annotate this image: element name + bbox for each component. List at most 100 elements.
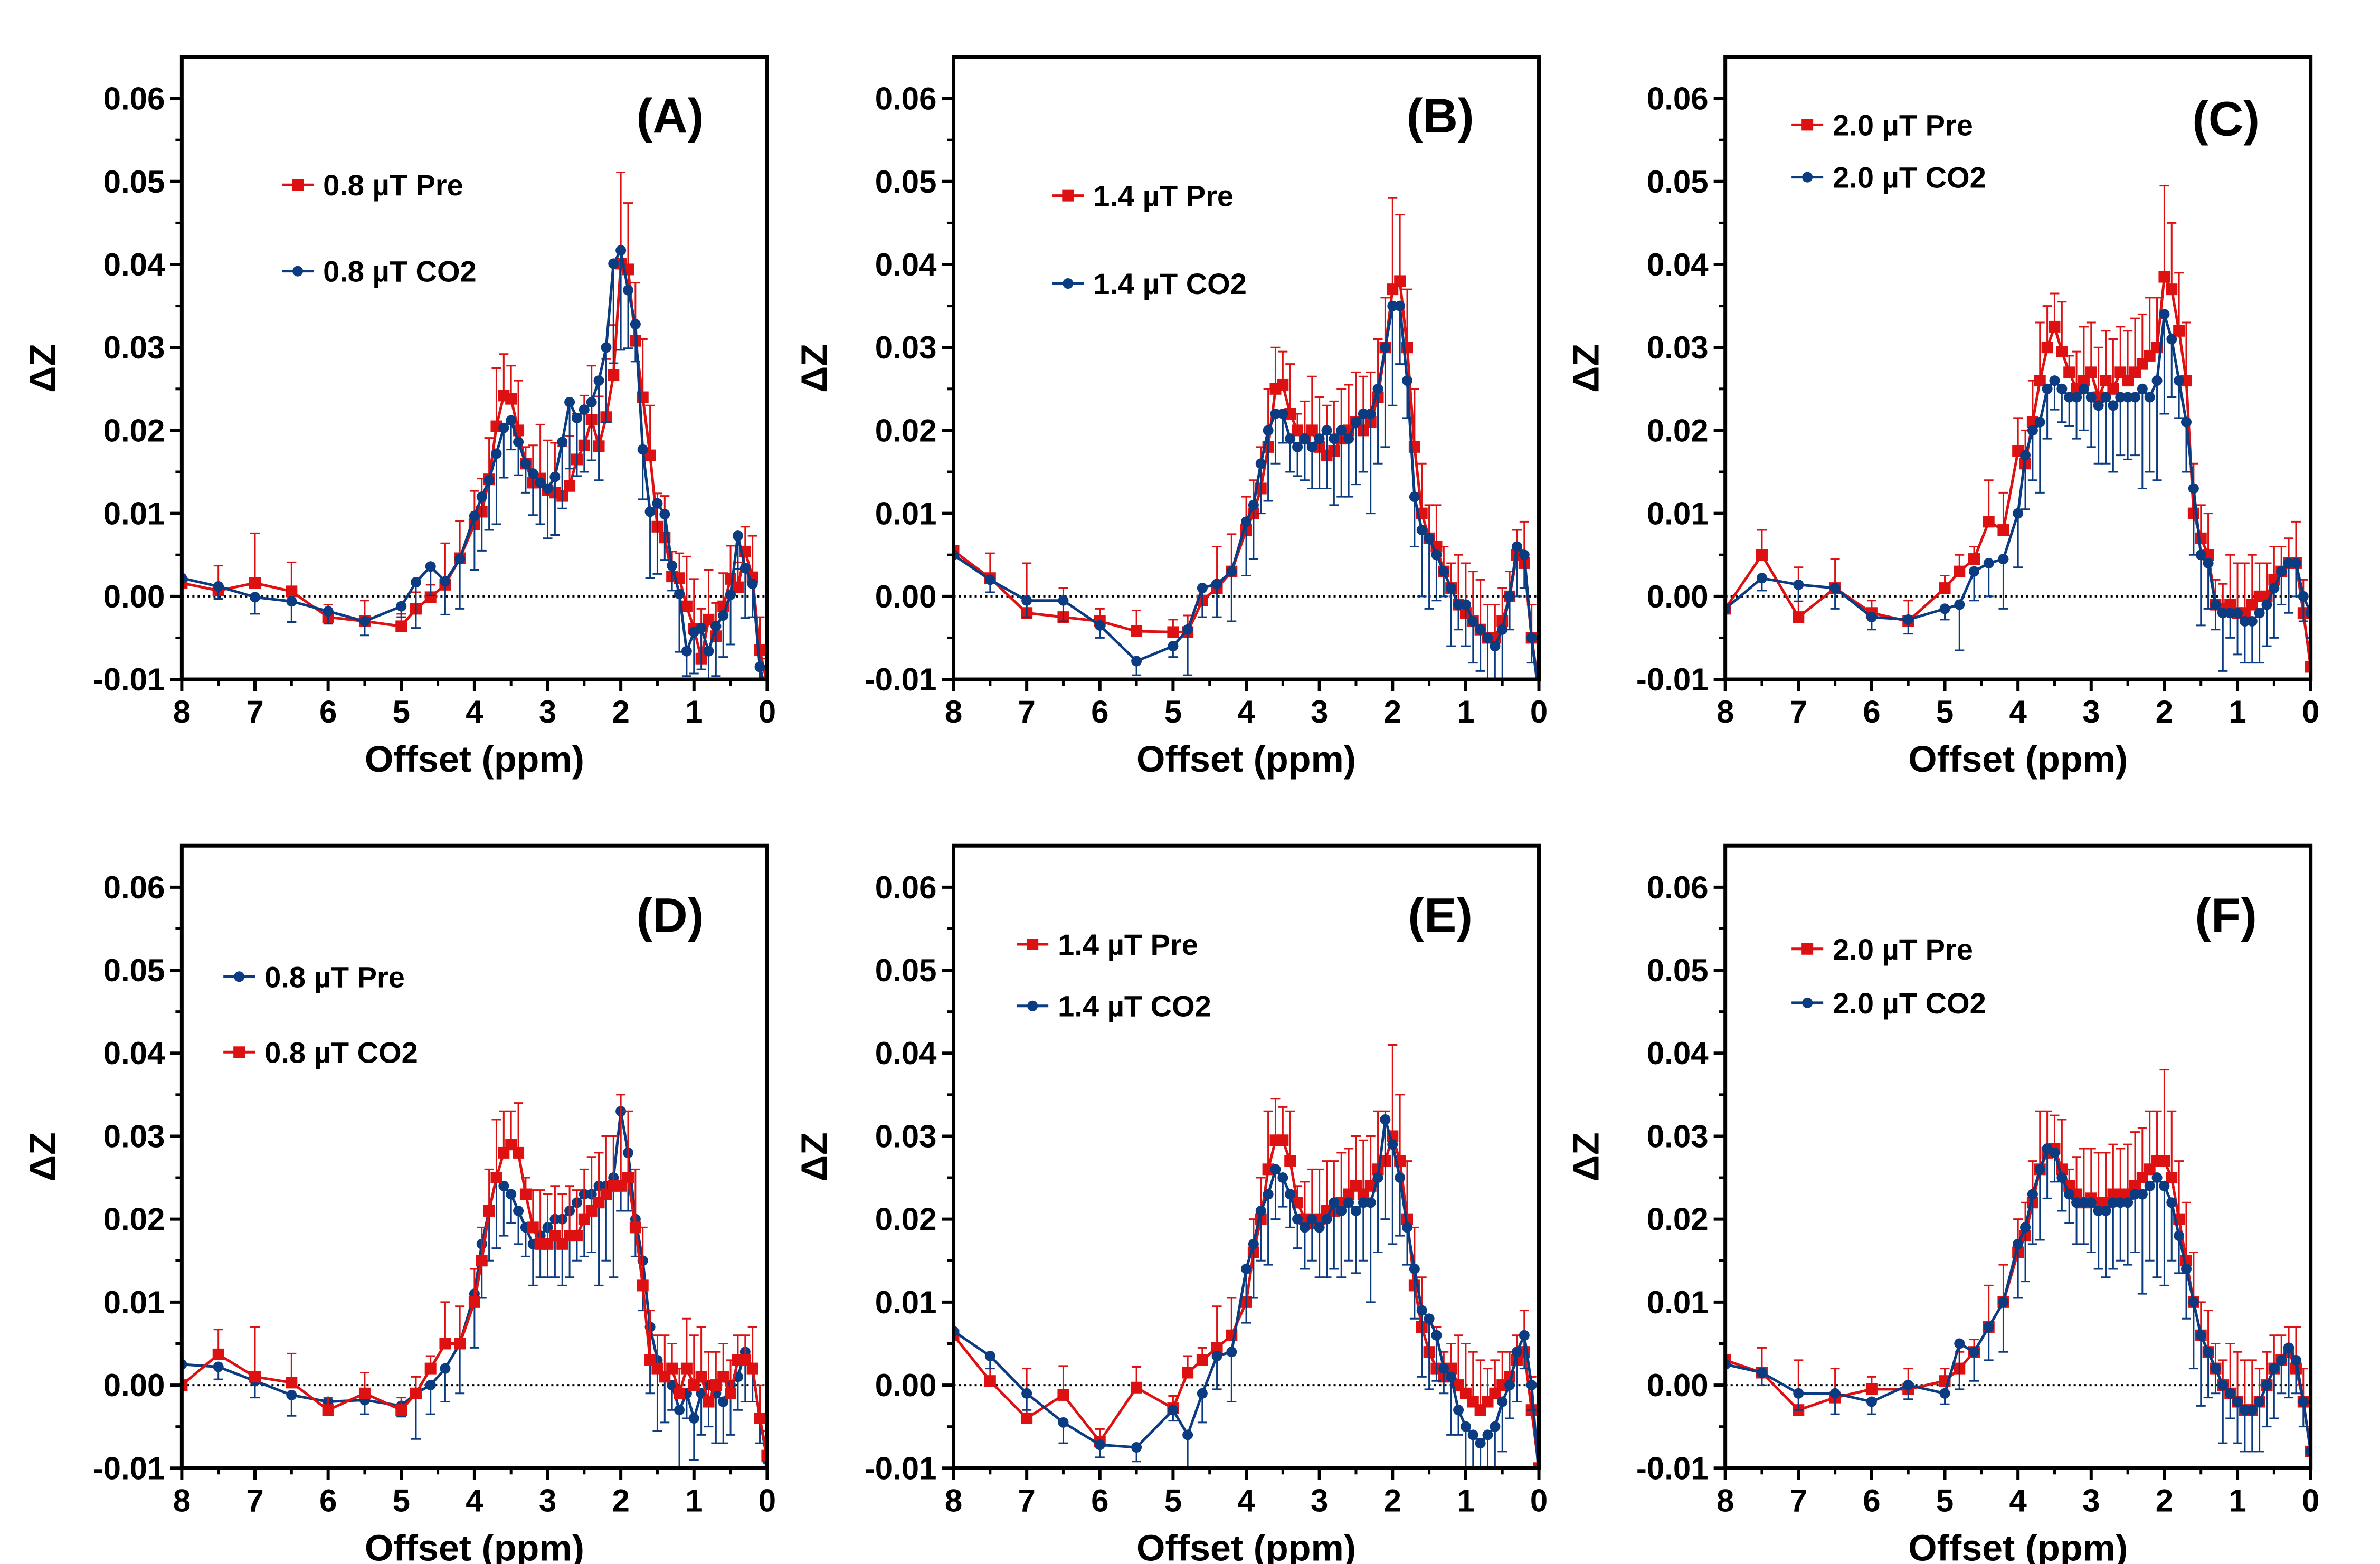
data-point-square	[1756, 549, 1768, 561]
data-point-circle	[1756, 573, 1767, 584]
data-point-circle	[425, 561, 436, 572]
y-tick-label: 0.05	[1647, 953, 1709, 988]
data-point-circle	[564, 396, 575, 407]
data-point-circle	[1511, 541, 1522, 552]
data-point-square	[703, 613, 715, 625]
series-line	[182, 246, 765, 680]
data-point-circle	[1431, 1330, 1442, 1341]
data-point-square	[2092, 391, 2104, 403]
y-tick-label: 0.02	[1647, 413, 1709, 448]
x-tick-label: 1	[1457, 1483, 1474, 1518]
data-point-circle	[1021, 595, 1032, 606]
data-point-circle	[250, 592, 261, 603]
panel-label: (F)	[2195, 889, 2256, 943]
data-point-circle	[1409, 1263, 1420, 1274]
data-point-circle	[483, 475, 495, 486]
data-point-square	[1533, 1462, 1539, 1468]
data-point-square	[984, 1375, 996, 1387]
data-point-square	[468, 1296, 480, 1308]
series-1	[182, 245, 765, 680]
data-point-circle	[2013, 508, 2024, 519]
data-point-circle	[1424, 1313, 1435, 1324]
data-point-circle	[1998, 1296, 2009, 1307]
legend-marker-square	[1062, 189, 1074, 202]
data-point-circle	[1519, 549, 1530, 561]
data-point-circle	[1526, 632, 1537, 643]
data-point-circle	[1983, 1322, 1994, 1333]
data-point-circle	[2217, 608, 2229, 619]
data-point-circle	[2195, 1330, 2206, 1341]
data-point-circle	[557, 437, 568, 448]
legend-label: 0.8 µT CO2	[323, 255, 477, 288]
x-tick-label: 8	[1717, 1483, 1734, 1518]
data-point-circle	[593, 375, 604, 386]
data-point-circle	[2122, 1197, 2134, 1208]
y-tick-label: 0.04	[1647, 247, 1709, 282]
data-point-circle	[2049, 375, 2060, 386]
x-tick-label: 5	[1164, 694, 1182, 729]
x-tick-label: 7	[1018, 1483, 1035, 1518]
x-tick-label: 5	[393, 1483, 410, 1518]
x-axis-label: Offset (ppm)	[1908, 1527, 2128, 1564]
data-point-circle	[1372, 383, 1383, 394]
y-tick-label: 0.02	[875, 413, 937, 448]
y-tick-label: 0.01	[1647, 496, 1709, 532]
x-tick-label: 2	[2156, 1483, 2173, 1518]
data-point-circle	[2174, 1230, 2185, 1241]
x-tick-label: 1	[685, 694, 703, 729]
data-point-circle	[1438, 1363, 1449, 1374]
series-line	[182, 1142, 767, 1456]
data-point-circle	[2298, 591, 2309, 602]
data-point-circle	[2283, 557, 2294, 568]
series-0	[1725, 185, 2311, 673]
data-point-square	[249, 1371, 261, 1383]
data-point-circle	[1299, 433, 1310, 444]
data-point-circle	[286, 596, 297, 607]
data-point-square	[622, 1172, 634, 1184]
data-point-circle	[2122, 392, 2134, 403]
data-point-circle	[1306, 441, 1317, 452]
data-point-circle	[1467, 1429, 1478, 1440]
data-point-circle	[2232, 1396, 2243, 1407]
data-point-square	[1968, 553, 1980, 565]
y-axis-label: ΔZ	[22, 1132, 63, 1181]
data-point-square	[674, 1387, 686, 1399]
data-point-circle	[703, 646, 714, 657]
x-tick-label: 7	[246, 694, 263, 729]
data-point-circle	[1292, 441, 1303, 452]
legend-marker-circle	[234, 971, 245, 982]
data-point-circle	[2276, 566, 2287, 577]
legend-label: 2.0 µT Pre	[1833, 108, 1973, 141]
data-point-square	[249, 577, 261, 589]
data-point-circle	[579, 404, 590, 415]
data-point-circle	[476, 491, 487, 503]
data-point-circle	[1939, 603, 1950, 614]
x-tick-label: 8	[173, 1483, 191, 1518]
data-point-circle	[586, 396, 597, 407]
data-point-circle	[1182, 1429, 1193, 1440]
series-0	[953, 1044, 1539, 1468]
data-point-circle	[2225, 608, 2236, 619]
x-tick-label: 6	[1091, 1483, 1108, 1518]
data-point-circle	[1387, 300, 1398, 311]
series-1	[182, 1094, 767, 1462]
data-point-circle	[2100, 392, 2111, 403]
data-point-square	[286, 1377, 298, 1389]
data-point-circle	[1314, 433, 1325, 444]
x-tick-label: 6	[1091, 694, 1108, 729]
legend-label: 1.4 µT Pre	[1058, 928, 1198, 961]
data-point-circle	[2034, 416, 2045, 428]
x-tick-label: 1	[2229, 1483, 2246, 1518]
data-point-circle	[1211, 1351, 1222, 1362]
data-point-circle	[571, 412, 582, 423]
y-tick-label: 0.06	[103, 81, 165, 117]
y-tick-label: 0.05	[875, 164, 937, 200]
y-tick-label: -0.01	[93, 1451, 165, 1486]
data-point-square	[1211, 1342, 1223, 1354]
data-point-circle	[1365, 1197, 1376, 1208]
data-point-square	[629, 1221, 641, 1234]
series-1	[1725, 309, 2311, 672]
data-point-circle	[1292, 1214, 1303, 1225]
data-point-square	[725, 1387, 737, 1399]
y-tick-label: 0.03	[1647, 330, 1709, 365]
